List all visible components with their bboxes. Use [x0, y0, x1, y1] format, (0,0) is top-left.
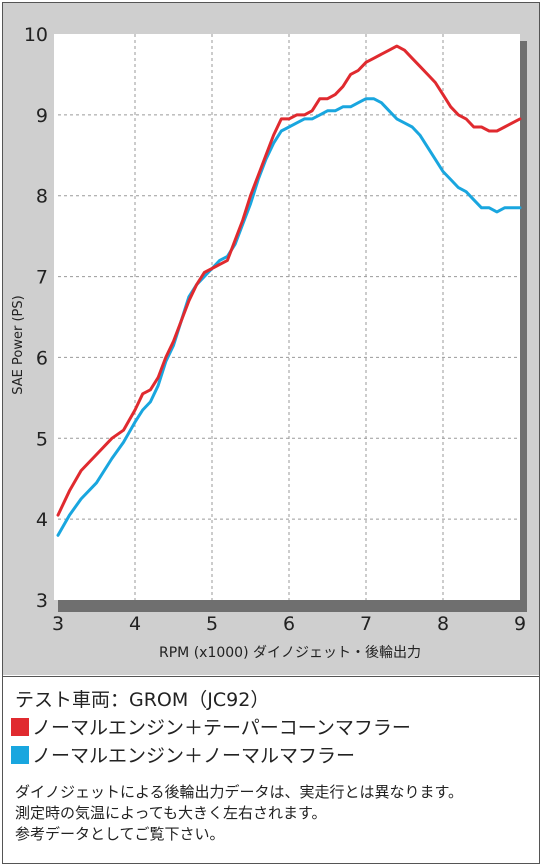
series-line-2: [56, 97, 522, 537]
test-vehicle-label: テスト車両：GROM（JC92）: [15, 689, 270, 711]
legend-panel: テスト車両：GROM（JC92） ノーマルエンジン＋テーパーコーンマフラー ノー…: [3, 676, 539, 863]
disclaimer-note: ダイノジェットによる後輪出力データは、実走行とは異なります。: [15, 783, 464, 801]
legend-label: ノーマルエンジン＋テーパーコーンマフラー: [32, 717, 411, 739]
y-tick-label: 8: [36, 186, 48, 208]
y-tick-label: 4: [36, 509, 48, 531]
legend-item-taper-cone: ノーマルエンジン＋テーパーコーンマフラー: [11, 713, 411, 740]
x-tick-label: 7: [360, 613, 372, 635]
gridlines: [58, 34, 520, 600]
y-axis-label: SAE Power (PS): [11, 295, 26, 394]
legend-item-normal: ノーマルエンジン＋ノーマルマフラー: [11, 741, 355, 768]
series-line-1: [56, 44, 522, 517]
y-tick-label: 9: [36, 105, 48, 127]
x-axis-label: RPM (x1000) ダイノジェット・後輪出力: [159, 644, 421, 661]
chart-panel: 3 4 5 6 7 8 9 3 4 5 6 7 8 9 10 RPM (x1000) ダイノジェット・後輪出…: [3, 3, 539, 675]
power-chart: 3 4 5 6 7 8 9 3 4 5 6 7 8 9 10 RPM (x1000) ダイノジェット・後輪出…: [11, 24, 527, 661]
y-tick-label: 5: [36, 428, 48, 450]
y-tick-label: 7: [36, 267, 48, 289]
x-tick-label: 6: [283, 613, 295, 635]
legend-swatch-blue: [11, 745, 29, 764]
series-lines: [56, 44, 522, 537]
legend-label: ノーマルエンジン＋ノーマルマフラー: [32, 745, 356, 767]
y-tick-label: 10: [24, 24, 48, 46]
legend-swatch-red: [11, 717, 29, 736]
disclaimer-note: 測定時の気温によっても大きく左右されます。: [15, 804, 327, 822]
tick-labels: 3 4 5 6 7 8 9 3 4 5 6 7 8 9 10: [24, 24, 526, 635]
y-tick-label: 3: [36, 590, 48, 612]
y-tick-label: 6: [36, 347, 48, 369]
x-tick-label: 4: [129, 613, 141, 635]
x-tick-label: 5: [206, 613, 218, 635]
x-tick-label: 3: [52, 613, 64, 635]
x-tick-label: 8: [437, 613, 449, 635]
disclaimer-note: 参考データとしてご覧下さい。: [15, 825, 225, 843]
x-tick-label: 9: [514, 613, 526, 635]
